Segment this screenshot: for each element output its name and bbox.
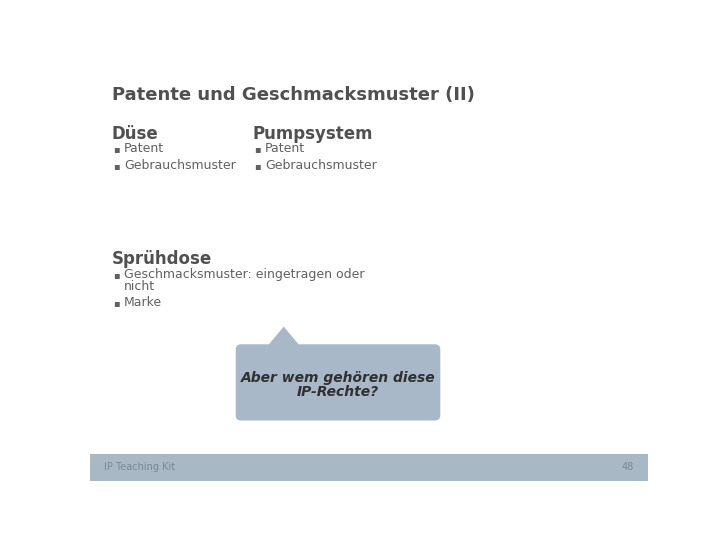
Text: Patent: Patent [265, 142, 305, 155]
Polygon shape [264, 327, 303, 350]
Text: Düse: Düse [112, 125, 158, 143]
Text: Gebrauchsmuster: Gebrauchsmuster [124, 159, 236, 172]
Text: Aber wem gehören diese: Aber wem gehören diese [240, 371, 436, 385]
FancyBboxPatch shape [235, 345, 441, 421]
Text: Pumpsystem: Pumpsystem [253, 125, 373, 143]
Text: Sprühdose: Sprühdose [112, 249, 212, 268]
Text: IP-Rechte?: IP-Rechte? [297, 384, 379, 399]
Text: ▪: ▪ [113, 161, 120, 171]
Text: nicht: nicht [124, 280, 156, 293]
Text: 48: 48 [622, 462, 634, 472]
Text: ▪: ▪ [254, 161, 261, 171]
Text: ▪: ▪ [113, 144, 120, 154]
Text: Gebrauchsmuster: Gebrauchsmuster [265, 159, 377, 172]
Text: ▪: ▪ [113, 271, 120, 280]
Text: IP Teaching Kit: IP Teaching Kit [104, 462, 175, 472]
Text: ▪: ▪ [254, 144, 261, 154]
Text: Patent: Patent [124, 142, 164, 155]
Bar [90, 454, 648, 481]
Text: Marke: Marke [124, 296, 162, 309]
Text: ▪: ▪ [113, 298, 120, 308]
Text: Geschmacksmuster: eingetragen oder: Geschmacksmuster: eingetragen oder [124, 268, 364, 281]
Text: Patente und Geschmacksmuster (II): Patente und Geschmacksmuster (II) [112, 86, 474, 104]
